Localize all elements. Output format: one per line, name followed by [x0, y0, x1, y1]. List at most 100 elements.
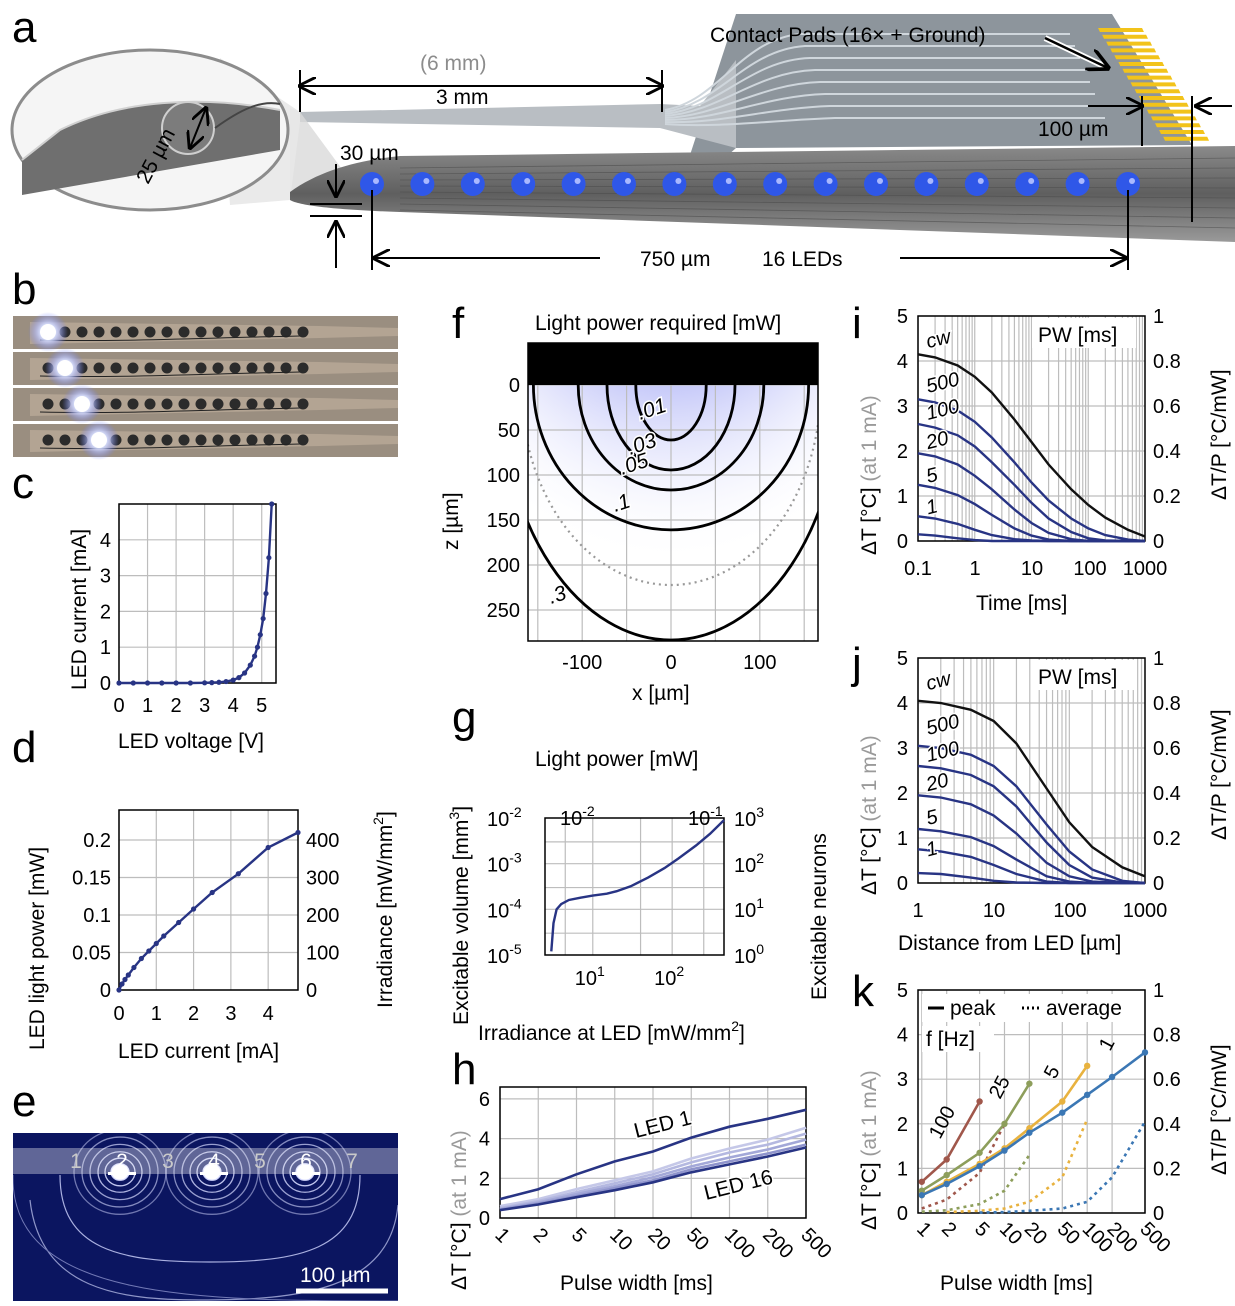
plot-frame: [118, 809, 299, 991]
label-750um: 750 µm: [640, 248, 710, 271]
tick-exp: -2: [509, 804, 522, 820]
tick-label: 100: [743, 652, 776, 674]
data-point: [125, 972, 131, 978]
tick-label: 0.2: [1153, 828, 1181, 850]
series-line: [917, 353, 1146, 538]
average-line: [921, 1154, 1031, 1213]
tick-label: 5: [897, 648, 908, 670]
tick-label: 150: [487, 510, 520, 532]
axis-label-main: ΔT [°C]: [858, 822, 881, 895]
tick-label: 0: [306, 980, 317, 1002]
data-point: [260, 615, 266, 622]
tick-label: 200: [1103, 1218, 1142, 1257]
x-axis-label: Pulse width [ms]: [940, 1272, 1093, 1295]
layer-line: [399, 157, 1235, 169]
led-highlight: [826, 178, 833, 184]
lit-led-core: [57, 360, 73, 376]
tick-label: 5: [256, 695, 267, 717]
lit-led-core: [40, 324, 56, 340]
panel-letter-e: e: [12, 1077, 36, 1126]
axis-label-exp: 2: [731, 1018, 739, 1034]
volume-curve: [550, 819, 725, 952]
led-dot: [360, 172, 384, 196]
active-led-marker: [292, 1172, 320, 1175]
led-photo-dot: [144, 326, 156, 338]
series-label: cw: [924, 325, 955, 353]
tick-base: 10: [487, 809, 509, 831]
led-contour: [97, 1151, 143, 1193]
series-line: [917, 533, 1145, 543]
led-highlight: [423, 178, 430, 184]
y-tick-label: 10-2: [487, 804, 522, 831]
power-contour: [532, 384, 810, 532]
y2-tick-label: 102: [734, 850, 764, 877]
contact-pad: [1146, 109, 1193, 114]
data-point: [257, 632, 263, 638]
tick-exp: 1: [597, 963, 605, 979]
led-highlight: [1078, 178, 1085, 184]
led-photo-dot: [144, 398, 156, 410]
tick-label: 0.4: [1153, 783, 1181, 805]
tick-exp: 2: [756, 850, 764, 866]
tick-base: 10: [560, 808, 582, 830]
panel-letter-k: k: [852, 967, 875, 1016]
led-photo-dot: [297, 398, 309, 410]
led-photo-dot: [144, 434, 156, 446]
peak-point: [1108, 1073, 1116, 1081]
data-point: [251, 653, 258, 659]
tick-label: 10: [605, 1224, 636, 1255]
data-point: [176, 919, 182, 926]
panel-letter-a: a: [12, 3, 37, 52]
tick-label: 0.8: [1153, 693, 1181, 715]
led-photo-dot: [263, 398, 275, 410]
tick-label: 5: [567, 1224, 590, 1247]
tick-base: 10: [575, 968, 597, 990]
led-photo-dot: [110, 398, 122, 410]
tick-label: 1: [142, 695, 153, 717]
contact-pad: [1114, 55, 1161, 60]
panel-letter-i: i: [852, 299, 862, 348]
data-point: [130, 680, 136, 686]
led-photo-dot: [195, 398, 207, 410]
led-photo-dot: [297, 326, 309, 338]
x-tick-label: 102: [654, 963, 684, 990]
trace-photo: [39, 443, 301, 450]
tick-base: 10: [734, 809, 756, 831]
tick-label: 10: [983, 900, 1005, 922]
led-contour: [274, 1143, 336, 1201]
tick-label: 4: [897, 693, 908, 715]
series-line: [499, 1132, 807, 1210]
y-axis-label: ΔT [°C] (at 1 mA): [448, 1130, 471, 1290]
data-point: [159, 680, 165, 686]
x-tick-label: 101: [575, 963, 605, 990]
led-photo-dot: [263, 362, 275, 374]
f-ylabel: z [µm]: [440, 492, 463, 550]
led-photo-dot: [263, 326, 275, 338]
panel-e: e 1 2 3 4 5 6 7 100 µm: [12, 1077, 398, 1301]
data-point: [230, 677, 236, 683]
axis-label-end: ]: [374, 811, 397, 817]
axis-label-note: (at 1 mA): [858, 1070, 881, 1156]
legend-peak: peak: [950, 997, 996, 1020]
tick-label: 1: [912, 900, 923, 922]
tick-label: 100: [487, 465, 520, 487]
data-point: [265, 844, 271, 851]
tick-label: 1000: [1123, 558, 1168, 580]
led-site-label: 5: [254, 1150, 266, 1173]
tick-label: 1: [969, 558, 980, 580]
led-site-label: 2: [116, 1150, 128, 1173]
tick-label: 1: [897, 828, 908, 850]
tick-label: 4: [479, 1129, 490, 1151]
led-photo-dot: [280, 434, 292, 446]
led-highlight: [373, 178, 379, 184]
led-photo-dot: [195, 362, 207, 374]
irradiance-contours: [13, 1133, 398, 1301]
tick-label: 4: [100, 530, 111, 552]
led-contour: [189, 1151, 235, 1193]
freq-title: f [Hz]: [926, 1028, 975, 1051]
led-photo-dot: [195, 434, 207, 446]
series-line: [499, 1138, 807, 1211]
tick-label: 20: [1020, 1218, 1051, 1249]
led-photo-dot: [280, 398, 292, 410]
